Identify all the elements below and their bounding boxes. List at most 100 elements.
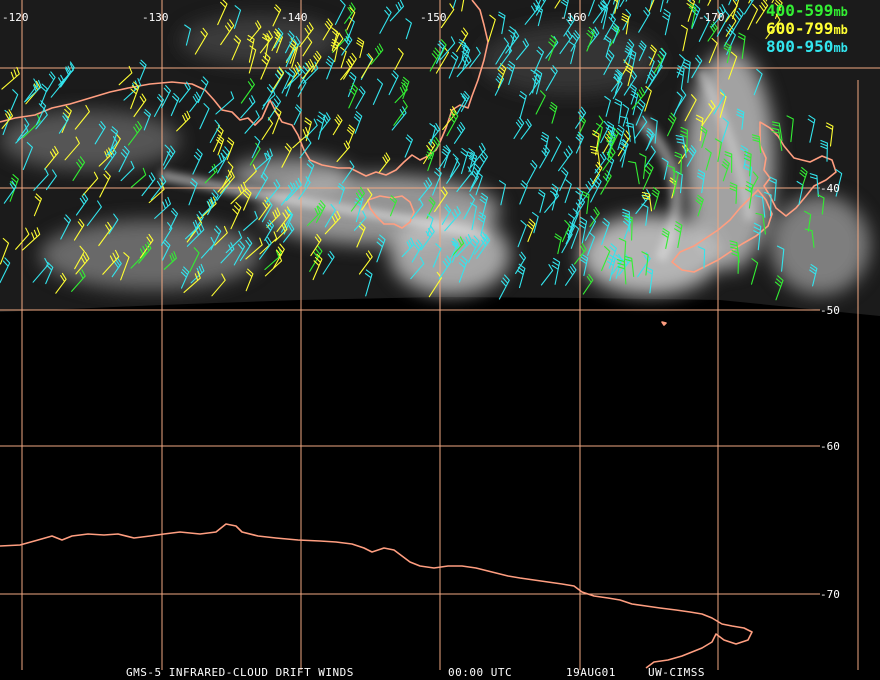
- wind-barb: [608, 243, 617, 269]
- wind-barb: [141, 172, 156, 197]
- wind-barb: [497, 11, 506, 35]
- wind-barb: [558, 145, 573, 172]
- wind-barb: [411, 239, 423, 263]
- wind-barb: [281, 70, 291, 94]
- wind-barb: [272, 67, 285, 93]
- wind-barb: [353, 111, 363, 134]
- wind-barbs: [0, 0, 843, 301]
- wind-barb: [458, 39, 467, 61]
- wind-barb: [721, 158, 730, 182]
- wind-barb: [560, 0, 569, 18]
- wind-barb: [394, 48, 404, 70]
- wind-barb: [535, 0, 541, 12]
- wind-barb: [835, 169, 843, 197]
- wind-barb: [299, 22, 314, 48]
- wind-barb: [729, 182, 738, 204]
- wind-barb: [161, 239, 171, 261]
- wind-barb: [619, 115, 631, 142]
- wind-barb: [691, 3, 701, 30]
- wind-barb: [287, 61, 302, 87]
- wind-barb: [452, 0, 457, 9]
- wind-barb: [304, 159, 315, 188]
- wind-barb: [612, 0, 616, 5]
- wind-barb: [322, 250, 335, 275]
- wind-barb: [176, 110, 191, 132]
- wind-barb: [581, 190, 590, 215]
- wind-barb: [405, 18, 412, 40]
- wind-barb: [460, 90, 470, 112]
- north-island-coastline: [759, 121, 837, 217]
- wind-barb: [645, 266, 654, 294]
- wind-barb: [537, 189, 546, 213]
- wind-barb: [587, 26, 600, 48]
- wind-barb: [613, 70, 622, 97]
- wind-barb: [272, 4, 282, 27]
- wind-barb: [118, 145, 130, 173]
- wind-barb: [641, 203, 649, 226]
- wind-barb: [446, 110, 459, 137]
- wind-barb: [199, 103, 210, 130]
- wind-barb: [796, 180, 804, 206]
- wind-barb: [370, 43, 384, 65]
- wind-barb: [582, 273, 594, 295]
- small-island-coastline: [661, 321, 667, 326]
- wind-barb: [535, 0, 547, 16]
- wind-barb: [441, 204, 452, 225]
- wind-barb: [686, 145, 697, 167]
- cloud-mass: [40, 220, 260, 290]
- wind-barb: [55, 272, 67, 294]
- wind-barb: [487, 14, 496, 42]
- wind-barb: [697, 246, 706, 269]
- wind-barb: [725, 0, 738, 23]
- wind-barb: [425, 148, 435, 172]
- wind-barb: [753, 222, 762, 251]
- wind-barb: [74, 245, 85, 270]
- wind-barb: [498, 180, 506, 206]
- wind-barb: [448, 51, 459, 79]
- wind-barb: [550, 136, 562, 162]
- wind-barb: [616, 0, 620, 10]
- caption-source: UW-CIMSS: [648, 666, 705, 679]
- wind-barb: [393, 100, 408, 126]
- wind-barb: [641, 191, 653, 212]
- wind-barb: [642, 162, 654, 190]
- wind-barb: [570, 30, 581, 52]
- wind-barb: [444, 206, 461, 232]
- wind-barb: [468, 235, 480, 263]
- wind-barb: [497, 44, 513, 70]
- wind-barb: [102, 249, 120, 275]
- wind-barb: [319, 112, 331, 133]
- wind-barb: [401, 76, 410, 100]
- legend-entry-600-799: 600-799mb: [766, 19, 848, 38]
- wind-barb: [350, 186, 365, 212]
- wind-barb: [714, 138, 722, 163]
- wind-barb: [607, 127, 620, 155]
- wind-barb: [515, 251, 527, 274]
- wind-barb: [60, 61, 75, 88]
- wind-barb: [559, 167, 569, 192]
- wind-barb: [194, 27, 208, 55]
- wind-barb: [150, 174, 167, 201]
- wind-barb: [747, 3, 759, 31]
- wind-barb: [348, 83, 359, 109]
- wind-barb: [710, 4, 726, 28]
- wind-barb: [32, 257, 49, 283]
- wind-barb: [272, 106, 282, 135]
- wind-barb: [498, 274, 510, 300]
- wind-barb: [60, 214, 72, 240]
- wind-barb: [198, 196, 217, 220]
- wind-barb: [559, 30, 573, 55]
- wind-barb: [613, 0, 619, 14]
- wind-barb: [401, 237, 415, 258]
- wind-barb: [259, 236, 272, 260]
- wind-barb: [595, 123, 603, 151]
- wind-barb: [10, 89, 19, 111]
- wind-barb: [674, 151, 683, 176]
- wind-barb: [239, 237, 253, 262]
- wind-barb: [1, 109, 14, 129]
- caption-bar: GMS-5 INFRARED-CLOUD DRIFT WINDS 00:00 U…: [126, 666, 705, 679]
- wind-barb: [531, 212, 539, 234]
- wind-barb: [723, 42, 732, 64]
- wind-barb: [513, 116, 525, 139]
- wind-barb: [184, 219, 199, 240]
